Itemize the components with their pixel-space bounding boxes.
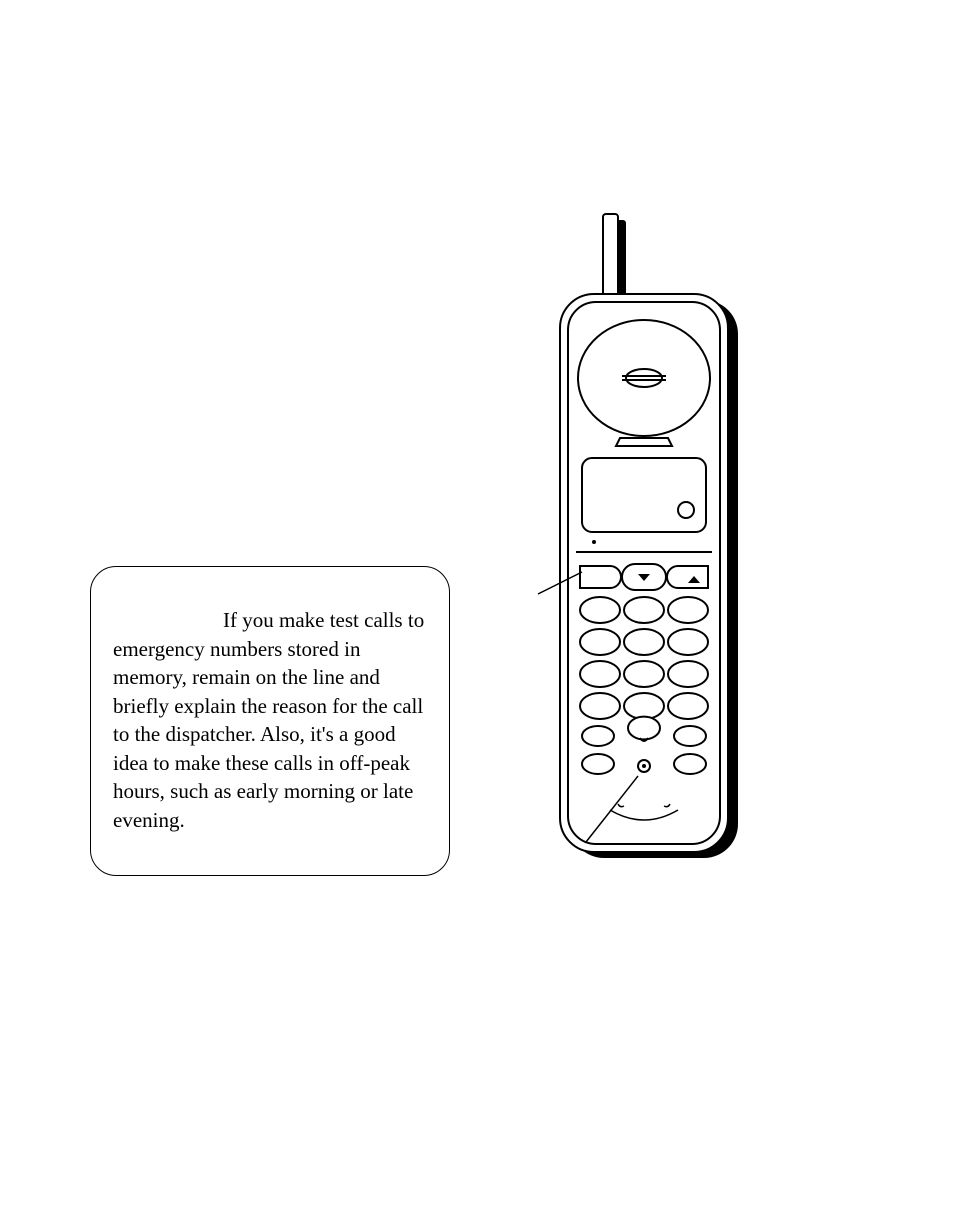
phone-svg	[510, 210, 770, 880]
tip-text: If you make test calls to emergency numb…	[113, 606, 427, 834]
tip-body: If you make test calls to emergency numb…	[113, 608, 424, 832]
document-page: If you make test calls to emergency numb…	[0, 0, 954, 1215]
phone-illustration	[510, 210, 770, 885]
tip-box: If you make test calls to emergency numb…	[90, 566, 450, 876]
